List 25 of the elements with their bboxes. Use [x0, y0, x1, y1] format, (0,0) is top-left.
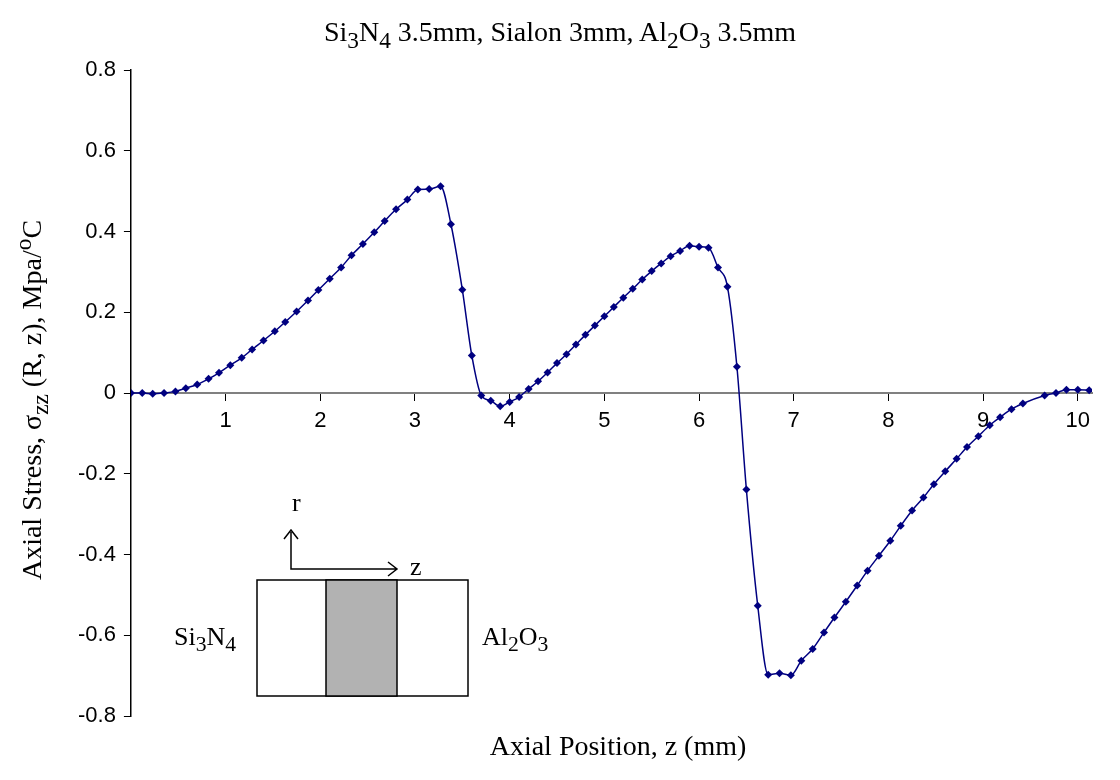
x-tick-label: 1 — [219, 407, 232, 433]
annotation: Al$_{2}$O$_{3}$ — [482, 622, 549, 658]
y-tick-label: 0 — [103, 379, 116, 405]
x-tick-label: 7 — [787, 407, 800, 433]
y-tick-label: -0.4 — [77, 540, 116, 566]
x-tick-label: 9 — [976, 407, 990, 433]
x-tick-label: 10 — [1065, 407, 1091, 433]
y-tick-label: 0.2 — [85, 298, 116, 324]
y-tick-label: 0.8 — [85, 56, 116, 82]
chart-title: Si$_{3}$N$_{4}$ 3.5mm, Sialon 3mm, Al$_{2}$O$_{3}$ 3.5mm — [323, 16, 797, 53]
x-tick-label: 5 — [598, 407, 611, 433]
x-tick-label: 2 — [314, 407, 327, 433]
y-tick-label: 0.4 — [85, 217, 116, 243]
annotation: Si$_{3}$N$_{4}$ — [174, 622, 237, 658]
y-tick-label: 0.6 — [85, 136, 116, 162]
x-tick-label: 6 — [692, 407, 706, 433]
y-tick-label: -0.2 — [77, 459, 116, 485]
x-axis-title: Axial Position, z (mm) — [488, 730, 748, 762]
y-tick-label: -0.6 — [77, 621, 116, 647]
x-tick-label: 8 — [882, 407, 895, 433]
annotation: z — [410, 552, 422, 582]
annotation: r — [292, 488, 301, 518]
x-tick-label: 4 — [503, 407, 516, 433]
y-tick-label: -0.8 — [77, 702, 116, 728]
x-tick-label: 3 — [408, 407, 422, 433]
